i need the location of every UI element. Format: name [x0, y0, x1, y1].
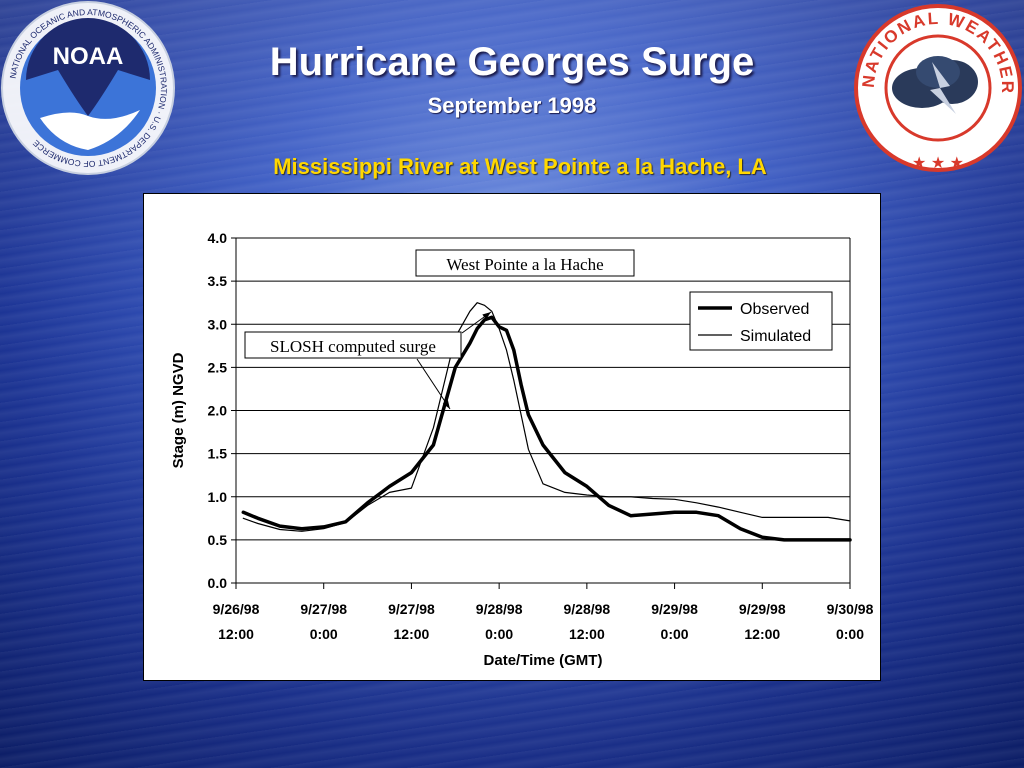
x-tick-label-time: 0:00: [661, 626, 689, 642]
x-tick-label-date: 9/26/98: [213, 601, 260, 617]
y-tick-label: 3.0: [208, 316, 228, 332]
y-tick-label: 2.5: [208, 359, 228, 375]
y-tick-label: 3.5: [208, 273, 228, 289]
annotation-slosh: SLOSH computed surge: [270, 337, 436, 356]
annotation-location: West Pointe a la Hache: [446, 255, 603, 274]
x-axis-title: Date/Time (GMT): [484, 652, 603, 669]
series-line-simulated: [242, 302, 851, 532]
annotation-arrow-lower-head: [442, 400, 450, 409]
annotation-arrow-lower: [416, 358, 451, 410]
x-tick-label-time: 12:00: [744, 626, 780, 642]
noaa-logo: NOAA NATIONAL OCEANIC AND ATMOSPHERIC AD…: [1, 1, 175, 175]
y-axis-title: Stage (m) NGVD: [170, 352, 187, 468]
x-tick-label-time: 12:00: [394, 626, 430, 642]
annotation-box-slosh: [244, 331, 462, 359]
x-tick-label-date: 9/27/98: [300, 601, 347, 617]
chart-panel: 0.0 0.5 1.0 1.5 2.0 2.5 3.0 3.5 4.0 9/26/98 12:00 9…: [143, 193, 881, 681]
legend-label-simulated: Simulated: [740, 328, 811, 345]
y-tick-label: 4.0: [208, 230, 228, 246]
legend-box: [689, 291, 833, 351]
nws-logo: NATIONAL WEATHER SERVICE ★ ★ ★: [852, 2, 1022, 172]
x-tick-label-time: 12:00: [218, 626, 254, 642]
x-tick-label-time: 0:00: [310, 626, 338, 642]
nws-stars: ★ ★ ★: [912, 155, 964, 172]
x-tick-label-time: 0:00: [485, 626, 513, 642]
x-tick-label-time: 0:00: [836, 626, 864, 642]
x-tick-label-date: 9/29/98: [651, 601, 698, 617]
stage-chart: 0.0 0.5 1.0 1.5 2.0 2.5 3.0 3.5 4.0 9/26/98 12:00 9…: [170, 230, 874, 669]
y-tick-label: 1.5: [208, 446, 228, 462]
x-tick-label-date: 9/28/98: [563, 601, 610, 617]
chart-heading: Mississippi River at West Pointe a la Ha…: [273, 154, 767, 179]
x-tick-label-date: 9/30/98: [827, 601, 874, 617]
x-tick-label-date: 9/28/98: [476, 601, 523, 617]
x-tick-label-date: 9/29/98: [739, 601, 786, 617]
y-tick-label: 1.0: [208, 489, 228, 505]
annotation-box-location: [415, 249, 635, 277]
legend-label-observed: Observed: [740, 301, 809, 318]
y-tick-label: 2.0: [208, 403, 228, 419]
slide-subtitle: September 1998: [427, 93, 597, 118]
x-tick-label-date: 9/27/98: [388, 601, 435, 617]
x-tick-label-time: 12:00: [569, 626, 605, 642]
series-line-observed: [241, 315, 852, 542]
annotation-arrow-upper-head: [482, 312, 491, 320]
slide-title: Hurricane Georges Surge: [269, 40, 755, 84]
noaa-logo-text: NOAA: [53, 43, 124, 70]
y-tick-label: 0.5: [208, 532, 228, 548]
y-tick-label: 0.0: [208, 575, 228, 591]
